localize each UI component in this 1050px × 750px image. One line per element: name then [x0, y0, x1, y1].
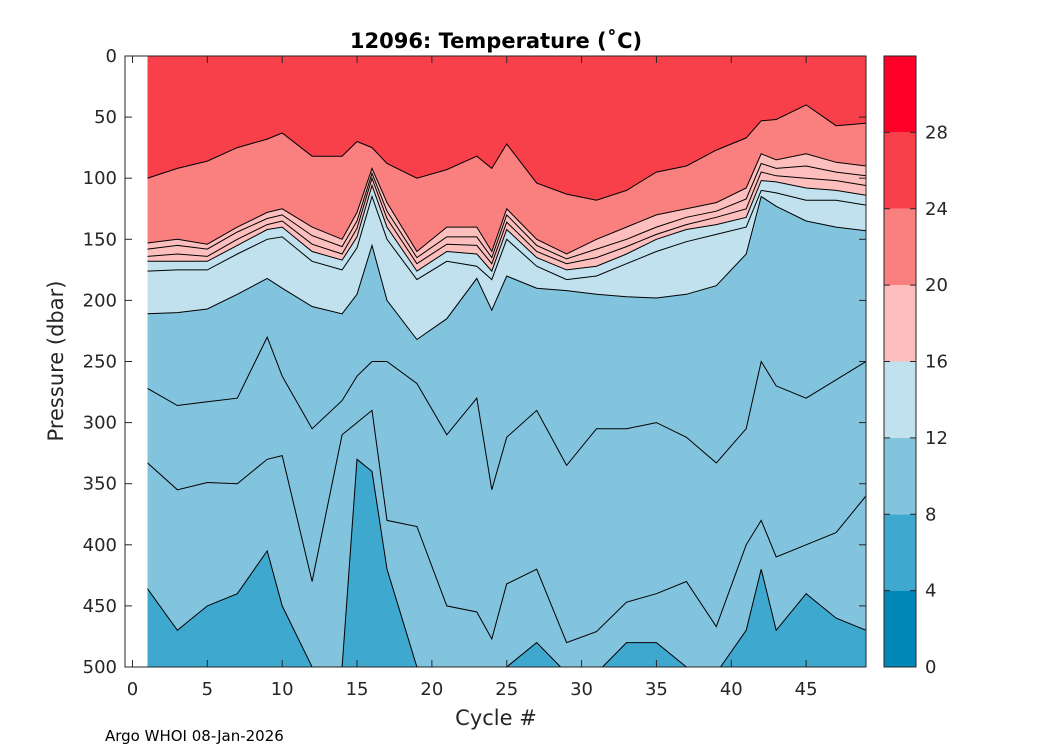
y-axis-title: Pressure (dbar)	[44, 281, 68, 442]
x-axis-title: Cycle #	[455, 706, 537, 730]
y-tick-label: 50	[94, 107, 117, 128]
y-tick-label: 150	[83, 229, 117, 250]
y-tick-label: 0	[106, 46, 117, 67]
chart-title: 12096: Temperature (˚C)	[350, 29, 642, 53]
y-tick-label: 100	[83, 168, 117, 189]
y-tick-label: 300	[83, 413, 117, 434]
x-tick-label: 10	[271, 679, 294, 700]
x-tick-label: 35	[645, 679, 668, 700]
x-tick-label: 0	[127, 679, 138, 700]
colorbar: 0 4 8 12 16 20 24 28	[884, 56, 948, 678]
x-tick-label: 20	[420, 679, 443, 700]
y-tick-label: 250	[83, 352, 117, 373]
colorbar-segment	[884, 285, 916, 361]
footer-credit: Argo WHOI 08-Jan-2026	[105, 727, 284, 745]
colorbar-segment	[884, 56, 916, 132]
colorbar-segment	[884, 438, 916, 514]
colorbar-tick-label: 0	[925, 657, 936, 678]
colorbar-segment	[884, 591, 916, 667]
colorbar-tick-label: 12	[925, 428, 948, 449]
colorbar-segment	[884, 209, 916, 285]
y-tick-label: 350	[83, 474, 117, 495]
colorbar-segment	[884, 362, 916, 438]
y-tick-label: 400	[83, 535, 117, 556]
colorbar-tick-label: 16	[925, 352, 948, 373]
colorbar-tick-label: 20	[925, 275, 948, 296]
x-tick-label: 15	[346, 679, 369, 700]
colorbar-tick-label: 28	[925, 122, 948, 143]
y-tick-label: 450	[83, 596, 117, 617]
colorbar-tick-label: 4	[925, 581, 936, 602]
x-tick-label: 40	[720, 679, 743, 700]
colorbar-segment	[884, 514, 916, 590]
y-tick-label: 200	[83, 290, 117, 311]
y-tick-label: 500	[83, 657, 117, 678]
colorbar-segment	[884, 132, 916, 208]
x-tick-label: 25	[495, 679, 518, 700]
x-tick-label: 45	[795, 679, 818, 700]
colorbar-tick-label: 8	[925, 504, 936, 525]
colorbar-tick-label: 24	[925, 199, 948, 220]
contour-figure: 0 5 10 15 20 25 30 35 40 45 050100150200250300350…	[0, 0, 1050, 750]
x-tick-label: 5	[202, 679, 213, 700]
x-tick-label: 30	[570, 679, 593, 700]
